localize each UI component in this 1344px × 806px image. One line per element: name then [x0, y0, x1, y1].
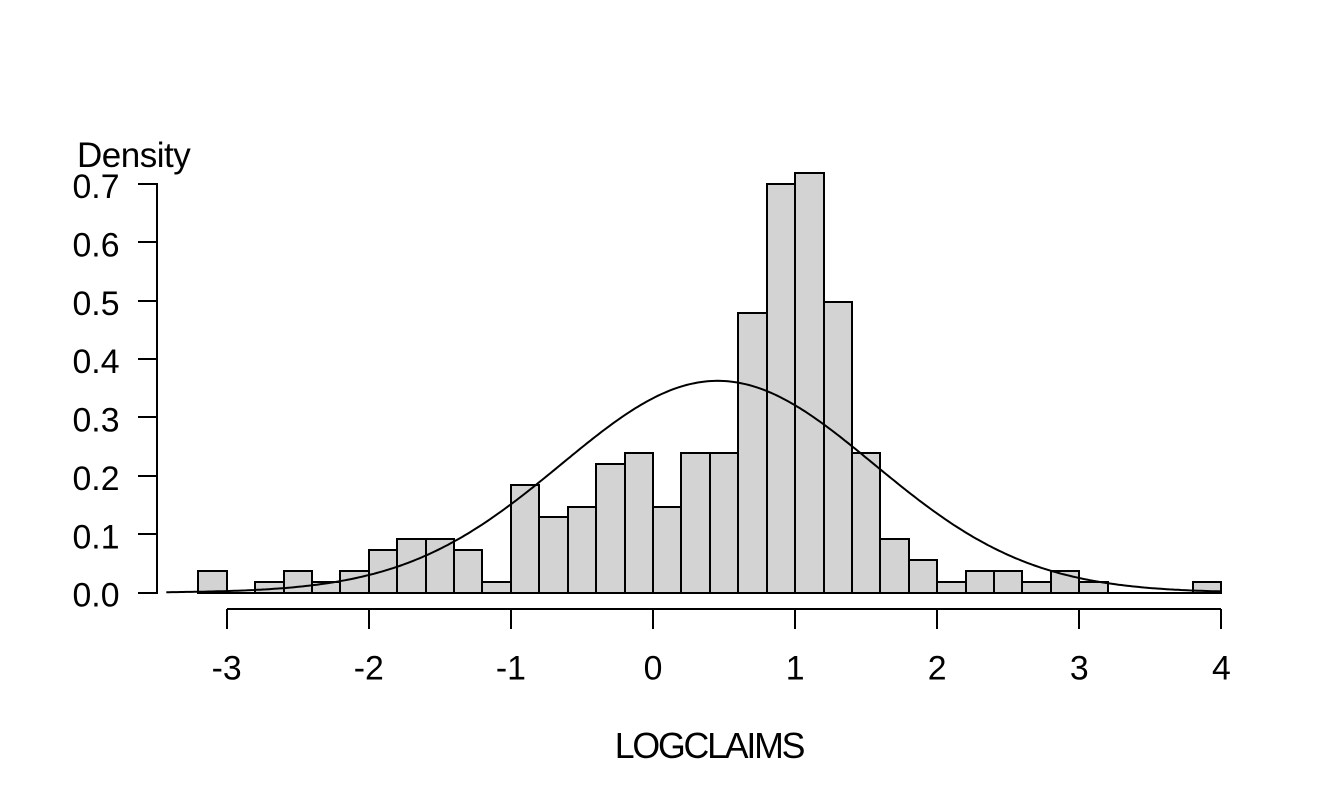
svg-text:0.3: 0.3 — [73, 402, 120, 440]
svg-text:LOGCLAIMS: LOGCLAIMS — [615, 726, 805, 766]
svg-text:0.7: 0.7 — [73, 168, 120, 206]
svg-text:2: 2 — [928, 650, 947, 688]
svg-text:Density: Density — [77, 136, 191, 175]
svg-text:-2: -2 — [354, 650, 384, 688]
svg-text:1: 1 — [786, 650, 805, 688]
svg-text:0.2: 0.2 — [73, 460, 120, 498]
svg-text:0.4: 0.4 — [73, 343, 120, 381]
svg-text:0.6: 0.6 — [73, 226, 120, 264]
svg-text:-3: -3 — [212, 650, 242, 688]
svg-text:3: 3 — [1070, 650, 1089, 688]
svg-text:0.5: 0.5 — [73, 285, 120, 323]
svg-text:0.1: 0.1 — [73, 518, 120, 556]
svg-text:0.0: 0.0 — [73, 577, 120, 615]
svg-text:-1: -1 — [496, 650, 526, 688]
svg-text:4: 4 — [1212, 650, 1231, 688]
svg-text:0: 0 — [644, 650, 663, 688]
